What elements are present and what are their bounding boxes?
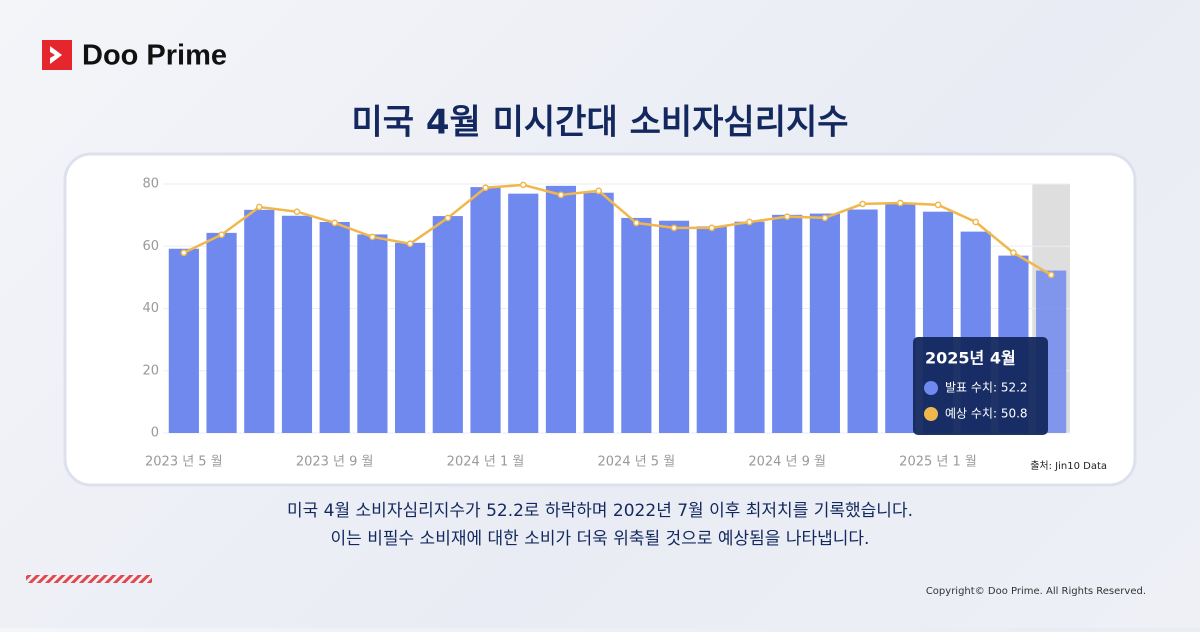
tooltip-marker (924, 407, 938, 421)
bar (847, 209, 878, 433)
forecast-point (670, 224, 678, 232)
bar (885, 202, 916, 433)
y-tick-label: 60 (142, 239, 159, 254)
bar (696, 226, 727, 433)
forecast-point (708, 224, 716, 232)
bar (621, 217, 652, 433)
forecast-point (746, 218, 753, 226)
forecast-point (482, 184, 489, 192)
bar (658, 220, 690, 433)
x-tick-label: 2023 년 5 월 (145, 455, 223, 470)
y-tick-label: 20 (142, 363, 159, 378)
bar (508, 193, 539, 433)
bar (206, 232, 237, 433)
forecast-point (1010, 249, 1017, 257)
plot: 0 20 40 60 80 2023 년 5 월 2023 년 9 월 2024 년 1 월 2… (142, 177, 1070, 470)
forecast-point (783, 213, 791, 221)
tooltip-item: 발표 수치: 52.2 (945, 381, 1028, 395)
forecast-point (406, 240, 414, 248)
y-tick-label: 40 (142, 301, 159, 316)
bar (168, 248, 199, 433)
forecast-point (972, 218, 980, 226)
bar (357, 234, 388, 433)
description-line: 미국 4월 소비자심리지수가 52.2로 하락하며 2022년 7월 이후 최저… (287, 501, 913, 521)
x-tick-label: 2023 년 9 월 (296, 455, 374, 470)
bar (772, 214, 803, 433)
tooltip-box (913, 337, 1048, 435)
copyright: Copyright© Doo Prime. All Rights Reserve… (926, 586, 1146, 597)
forecast-point (896, 199, 904, 207)
forecast-point (519, 181, 527, 189)
forecast-point (293, 208, 301, 216)
bar (281, 215, 313, 433)
bar (545, 185, 577, 433)
chart-title: 미국 4월 미시간대 소비자심리지수 (351, 103, 848, 143)
description-line: 이는 비필수 소비재에 대한 소비가 더욱 위축될 것으로 예상됨을 나타냅니다… (331, 529, 870, 549)
forecast-point (369, 233, 376, 241)
y-tick-label: 80 (142, 177, 159, 192)
bar (319, 221, 350, 433)
bar (734, 221, 765, 433)
bar (395, 242, 426, 433)
tooltip-item: 예상 수치: 50.8 (945, 407, 1028, 421)
forecast-point (595, 187, 602, 195)
source: 출처: Jin10 Data (1030, 460, 1107, 472)
bar (244, 209, 275, 433)
logo: Doo Prime (42, 40, 227, 72)
forecast-point (1047, 271, 1055, 279)
forecast-point (444, 214, 452, 222)
bar (809, 213, 840, 433)
x-tick-label: 2024 년 1 월 (447, 455, 525, 470)
forecast-point (859, 200, 866, 208)
x-tick-label: 2024 년 9 월 (748, 455, 826, 470)
forecast-point (180, 249, 188, 257)
forecast-point (218, 231, 225, 239)
forecast-point (821, 214, 829, 222)
x-tick-label: 2024 년 5 월 (598, 455, 676, 470)
tooltip-title: 2025년 4월 (925, 349, 1016, 368)
forecast-point (557, 191, 565, 199)
brand-name: Doo Prime (82, 40, 227, 72)
y-tick-label: 0 (151, 426, 159, 441)
bar (432, 216, 463, 433)
decoration (26, 575, 152, 583)
forecast-point (331, 219, 339, 227)
bar (470, 187, 501, 433)
forecast-point (934, 201, 942, 209)
logo-arrow (50, 46, 62, 64)
tooltip-marker (924, 381, 938, 395)
forecast-point (633, 219, 640, 227)
forecast-line (183, 183, 1052, 276)
x-tick-label: 2025 년 1 월 (899, 455, 977, 470)
forecast-point (255, 203, 263, 211)
bar (583, 192, 614, 433)
